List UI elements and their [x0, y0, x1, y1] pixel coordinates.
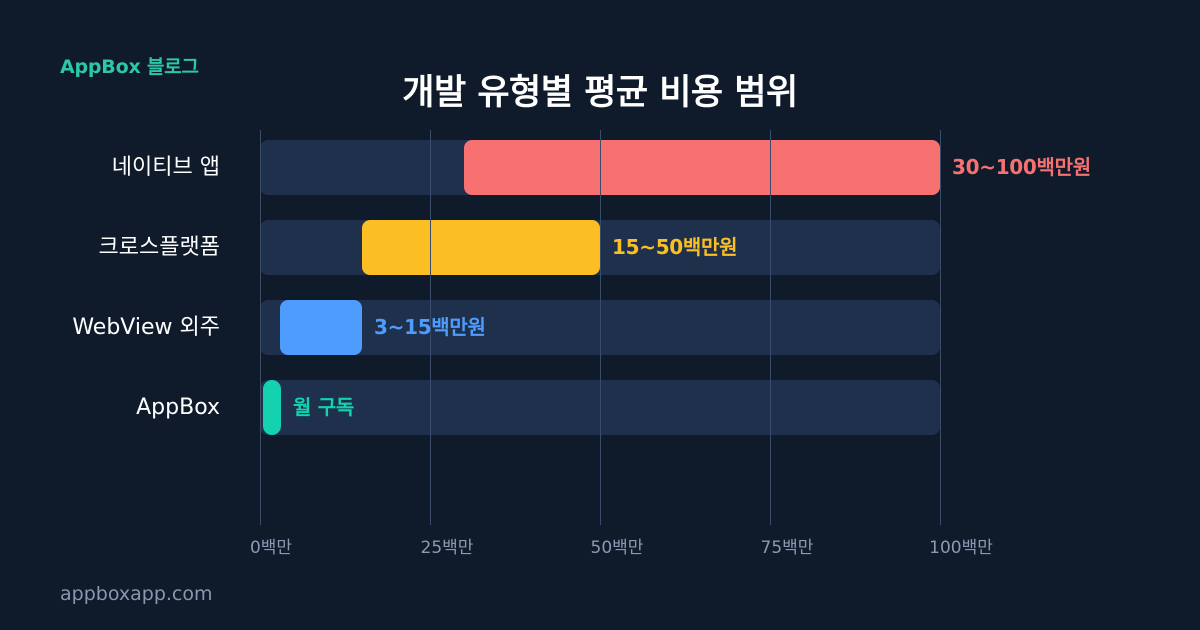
row-label-webview: WebView 외주: [72, 315, 220, 340]
x-tick-100: 100백만: [929, 538, 993, 558]
gridline-25: [430, 130, 431, 525]
range-bar-webview: [280, 300, 362, 355]
value-label-webview: 3~15백만원: [374, 315, 486, 339]
value-label-native: 30~100백만원: [952, 155, 1091, 179]
x-tick-0: 0백만: [249, 538, 293, 558]
range-bar-native: [464, 140, 940, 195]
value-label-crossplatform: 15~50백만원: [612, 235, 738, 259]
range-bar-appbox: [263, 380, 281, 435]
gridline-0: [260, 130, 261, 525]
x-tick-50: 50백만: [590, 538, 644, 558]
footer-url: appboxapp.com: [60, 583, 213, 605]
brand-label: AppBox 블로그: [60, 56, 199, 78]
gridline-50: [600, 130, 601, 525]
gridline-100: [940, 130, 941, 525]
row-label-native: 네이티브 앱: [111, 155, 220, 180]
range-bar-crossplatform: [362, 220, 600, 275]
row-label-appbox: AppBox: [136, 395, 220, 420]
x-tick-25: 25백만: [420, 538, 474, 558]
chart-title: 개발 유형별 평균 비용 범위: [402, 73, 798, 113]
gridline-75: [770, 130, 771, 525]
value-label-appbox: 월 구독: [293, 395, 354, 419]
x-tick-75: 75백만: [760, 538, 814, 558]
row-label-crossplatform: 크로스플랫폼: [98, 235, 220, 260]
